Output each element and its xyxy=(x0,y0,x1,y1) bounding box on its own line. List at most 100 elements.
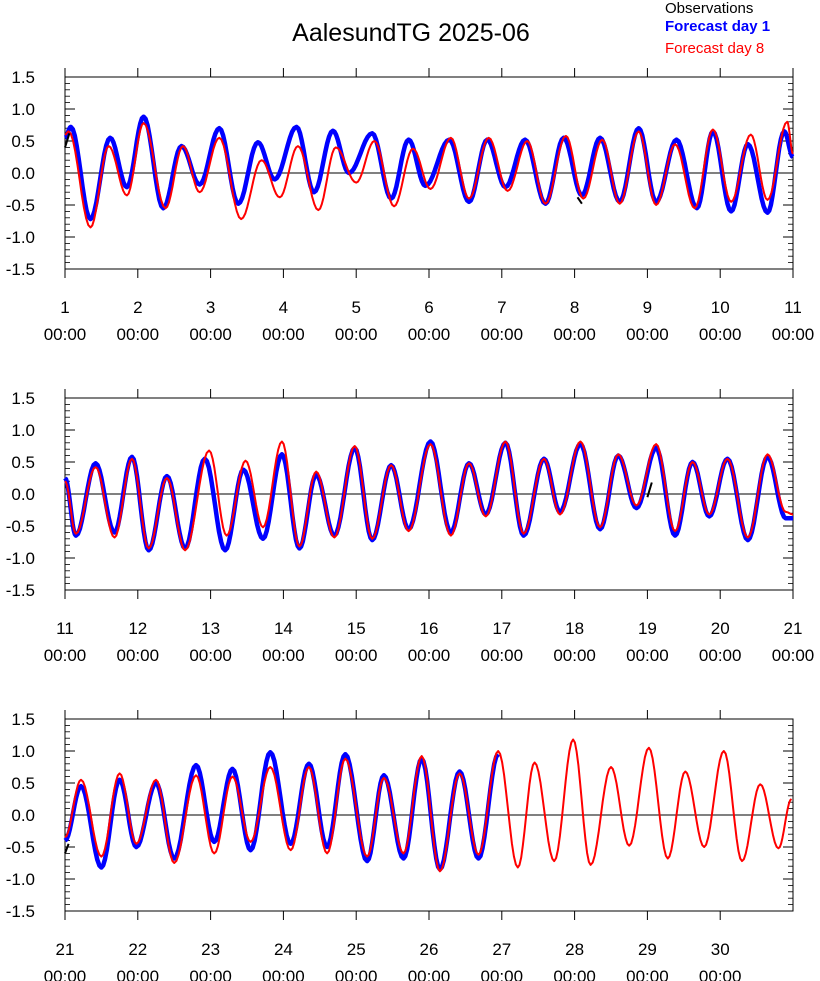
x-tick-time-label: 00:00 xyxy=(117,646,160,665)
series-observations xyxy=(64,133,71,148)
x-tick-day-label: 14 xyxy=(274,619,293,638)
x-tick-time-label: 00:00 xyxy=(553,967,596,981)
x-tick-time-label: 00:00 xyxy=(481,967,524,981)
x-tick-time-label: 00:00 xyxy=(262,646,305,665)
y-tick-label: -0.5 xyxy=(6,517,35,536)
y-tick-label: -1.0 xyxy=(6,870,35,889)
x-tick-day-label: 11 xyxy=(784,298,802,317)
y-tick-label: 0.5 xyxy=(11,453,35,472)
x-tick-day-label: 11 xyxy=(56,619,74,638)
x-tick-time-label: 00:00 xyxy=(189,967,232,981)
series-forecast-day-8 xyxy=(64,440,794,552)
y-tick-label: 0.0 xyxy=(11,806,35,825)
x-tick-time-label: 00:00 xyxy=(408,646,451,665)
y-tick-label: 1.5 xyxy=(11,710,35,729)
panels: 1.5 1.0 0.5 0.0 -0.5 -1.0 -1.5 1 00:00 2 00:00 3 00:… xyxy=(6,68,815,981)
x-tick-day-label: 18 xyxy=(565,619,584,638)
y-tick-label: 1.0 xyxy=(11,100,35,119)
x-tick-day-label: 15 xyxy=(347,619,366,638)
panel-1: 1.5 1.0 0.5 0.0 -0.5 -1.0 -1.5 1 00:00 2 00:00 3 00:… xyxy=(6,68,815,344)
x-tick-time-label: 00:00 xyxy=(335,325,378,344)
x-tick-time-label: 00:00 xyxy=(772,325,815,344)
x-tick-day-label: 22 xyxy=(128,940,147,959)
series-forecast-day-1 xyxy=(63,114,795,222)
x-tick-time-label: 00:00 xyxy=(189,646,232,665)
x-tick-day-label: 23 xyxy=(201,940,220,959)
y-tick-label: 0.0 xyxy=(11,164,35,183)
x-tick-time-label: 00:00 xyxy=(626,325,669,344)
x-tick-time-label: 00:00 xyxy=(335,967,378,981)
series-observations xyxy=(576,196,583,205)
series-forecast-day-8 xyxy=(64,120,794,229)
y-tick-label: -0.5 xyxy=(6,838,35,857)
x-tick-day-label: 21 xyxy=(56,940,75,959)
x-tick-day-label: 4 xyxy=(279,298,288,317)
y-tick-label: 1.5 xyxy=(11,68,35,87)
panel-2: 1.5 1.0 0.5 0.0 -0.5 -1.0 -1.5 11 00:00 12 00:00 13… xyxy=(6,389,815,665)
x-tick-day-label: 24 xyxy=(274,940,293,959)
x-tick-time-label: 00:00 xyxy=(553,646,596,665)
x-tick-time-label: 00:00 xyxy=(44,967,87,981)
x-tick-day-label: 10 xyxy=(711,298,730,317)
x-tick-day-label: 28 xyxy=(565,940,584,959)
x-tick-time-label: 00:00 xyxy=(408,325,451,344)
x-tick-day-label: 6 xyxy=(424,298,433,317)
y-tick-label: -1.5 xyxy=(6,581,35,600)
x-tick-day-label: 30 xyxy=(711,940,730,959)
x-tick-day-label: 12 xyxy=(128,619,147,638)
x-tick-time-label: 00:00 xyxy=(335,646,378,665)
chart-title: AalesundTG 2025-06 xyxy=(292,19,530,47)
x-tick-time-label: 00:00 xyxy=(481,646,524,665)
legend-forecast-day-8: Forecast day 8 xyxy=(665,40,764,57)
x-tick-time-label: 00:00 xyxy=(699,325,742,344)
series-forecast-day-8 xyxy=(64,738,793,873)
x-tick-time-label: 00:00 xyxy=(44,646,87,665)
y-tick-label: -1.5 xyxy=(6,260,35,279)
y-tick-label: 0.0 xyxy=(11,485,35,504)
x-tick-day-label: 3 xyxy=(206,298,215,317)
x-tick-time-label: 00:00 xyxy=(117,325,160,344)
series-observations xyxy=(64,843,70,854)
x-tick-time-label: 00:00 xyxy=(553,325,596,344)
y-tick-label: 0.5 xyxy=(11,774,35,793)
x-tick-day-label: 8 xyxy=(570,298,579,317)
x-tick-day-label: 17 xyxy=(492,619,511,638)
x-tick-time-label: 00:00 xyxy=(189,325,232,344)
x-tick-day-label: 16 xyxy=(420,619,439,638)
x-tick-time-label: 00:00 xyxy=(626,646,669,665)
x-tick-day-label: 5 xyxy=(351,298,360,317)
y-tick-label: -1.0 xyxy=(6,228,35,247)
x-tick-day-label: 29 xyxy=(638,940,657,959)
panel-3: 1.5 1.0 0.5 0.0 -0.5 -1.0 -1.5 21 00:00 22 00:00 23… xyxy=(6,710,794,981)
legend-forecast-day-1: Forecast day 1 xyxy=(665,18,770,35)
x-tick-day-label: 26 xyxy=(420,940,439,959)
x-tick-time-label: 00:00 xyxy=(117,967,160,981)
x-tick-day-label: 2 xyxy=(133,298,142,317)
x-tick-time-label: 00:00 xyxy=(262,325,305,344)
legend: Observations Forecast day 1 Forecast day… xyxy=(665,0,770,57)
y-tick-label: -1.5 xyxy=(6,902,35,921)
y-tick-label: 0.5 xyxy=(11,132,35,151)
y-tick-label: 1.5 xyxy=(11,389,35,408)
y-tick-label: -0.5 xyxy=(6,196,35,215)
y-tick-label: 1.0 xyxy=(11,742,35,761)
x-tick-day-label: 25 xyxy=(347,940,366,959)
x-tick-time-label: 00:00 xyxy=(626,967,669,981)
x-tick-time-label: 00:00 xyxy=(699,967,742,981)
x-tick-time-label: 00:00 xyxy=(481,325,524,344)
x-tick-day-label: 13 xyxy=(201,619,220,638)
series-observations xyxy=(646,482,653,498)
y-tick-label: -1.0 xyxy=(6,549,35,568)
x-tick-time-label: 00:00 xyxy=(44,325,87,344)
x-tick-day-label: 27 xyxy=(492,940,511,959)
x-tick-day-label: 20 xyxy=(711,619,730,638)
x-tick-day-label: 7 xyxy=(497,298,506,317)
x-tick-time-label: 00:00 xyxy=(699,646,742,665)
x-tick-day-label: 1 xyxy=(60,298,69,317)
x-tick-time-label: 00:00 xyxy=(772,646,815,665)
legend-observations: Observations xyxy=(665,0,753,17)
y-tick-label: 1.0 xyxy=(11,421,35,440)
x-tick-time-label: 00:00 xyxy=(262,967,305,981)
x-tick-day-label: 21 xyxy=(784,619,803,638)
